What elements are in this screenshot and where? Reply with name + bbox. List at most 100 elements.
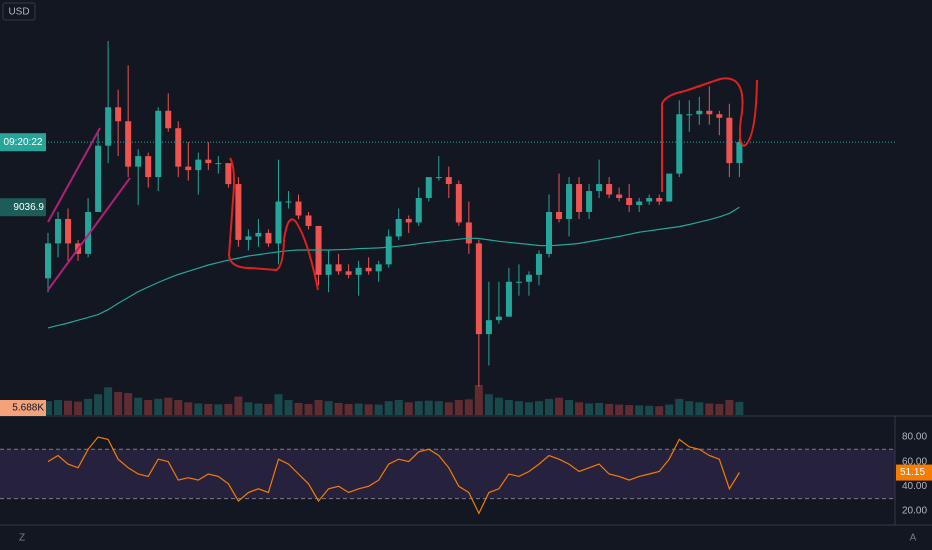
candle-body <box>245 236 252 240</box>
candle-body <box>505 281 512 317</box>
candle-body <box>255 232 262 237</box>
volume-bar <box>374 404 383 415</box>
volume-value-box <box>0 400 46 416</box>
countdown-box <box>0 133 46 152</box>
candle-body <box>195 159 202 171</box>
candle-body <box>125 121 132 167</box>
volume-bar <box>705 403 714 415</box>
rsi-line <box>47 436 740 515</box>
volume-bar <box>64 400 73 415</box>
candle-body <box>225 163 232 185</box>
volume-bar <box>585 403 594 415</box>
volume-bar <box>284 400 293 415</box>
candle-body <box>235 184 242 240</box>
candle-body <box>435 177 442 179</box>
volume-bar <box>565 400 574 415</box>
candle-body <box>425 177 432 199</box>
candle-body <box>616 194 623 199</box>
candle-body <box>666 173 673 202</box>
volume-bar <box>474 385 483 415</box>
volume-bar <box>504 400 513 415</box>
candle-body <box>576 184 583 212</box>
volume-bar <box>294 403 303 415</box>
volume-bar <box>364 404 373 415</box>
candle-body <box>525 274 532 282</box>
volume-value: 5.688K <box>12 403 44 414</box>
candle-body <box>335 264 342 272</box>
volume-bar <box>354 403 363 415</box>
candle-body <box>495 316 502 321</box>
candle-body <box>415 198 422 223</box>
freehand-drawing <box>661 77 758 192</box>
candle-body <box>55 218 62 244</box>
timezone-icon[interactable]: Z <box>19 533 25 544</box>
candle-body <box>546 211 552 254</box>
volume-bar <box>254 403 263 415</box>
candle-body <box>95 145 102 212</box>
volume-bar <box>264 403 273 415</box>
candle-body <box>455 184 462 223</box>
volume-bar <box>635 405 644 415</box>
volume-bar <box>94 394 103 415</box>
volume-bar <box>454 400 463 415</box>
volume-bar <box>344 403 353 415</box>
rsi-value-box <box>896 464 932 481</box>
volume-bar <box>144 400 153 415</box>
y-tick-label: 20.00 <box>902 506 927 517</box>
volume-bar <box>424 400 433 415</box>
volume-bar <box>204 403 213 415</box>
candle-body <box>375 264 382 272</box>
candle-body <box>275 201 282 244</box>
candle-body <box>305 215 312 226</box>
candle-body <box>515 281 522 283</box>
volume-bar <box>134 397 143 415</box>
volume-bar <box>545 398 553 415</box>
candle-body <box>215 163 222 165</box>
candle-body <box>706 110 713 115</box>
volume-bar <box>224 403 233 415</box>
candle-body <box>165 110 172 129</box>
candle-body <box>355 267 362 275</box>
volume-bar <box>655 406 664 415</box>
volume-bar <box>104 387 113 415</box>
currency-box <box>2 2 36 21</box>
volume-bar <box>384 401 393 415</box>
candle-body <box>115 107 122 122</box>
auto-scale-button[interactable]: A <box>910 533 917 544</box>
volume-bar <box>244 402 253 415</box>
volume-bar <box>44 401 52 415</box>
candle-body <box>726 117 733 164</box>
candle-body <box>596 184 603 192</box>
volume-bar <box>735 401 744 415</box>
volume-bar <box>74 401 83 415</box>
candle-body <box>185 166 192 171</box>
volume-bar <box>484 394 493 415</box>
volume-bar <box>685 401 694 415</box>
candle-body <box>586 191 593 212</box>
volume-bar <box>124 393 133 415</box>
candle-body <box>485 320 492 335</box>
freehand-drawing <box>227 157 319 291</box>
candle-body <box>85 211 92 254</box>
volume-bar <box>274 394 283 415</box>
volume-bar <box>464 399 473 415</box>
volume-bar <box>675 398 684 415</box>
candle-body <box>145 156 152 178</box>
candle-body <box>566 184 573 219</box>
candle-body <box>345 271 352 275</box>
candle-body <box>155 110 162 178</box>
volume-bar <box>314 400 323 415</box>
candle-body <box>45 243 51 279</box>
candle-body <box>105 107 112 146</box>
volume-bar <box>114 391 123 415</box>
candle-body <box>556 211 563 219</box>
plot <box>0 40 895 515</box>
moving-average <box>47 206 740 329</box>
volume-bar <box>715 403 724 415</box>
volume-bar <box>514 401 523 415</box>
candle-body <box>325 264 332 275</box>
drawings <box>47 77 758 291</box>
trend-line <box>47 127 101 223</box>
